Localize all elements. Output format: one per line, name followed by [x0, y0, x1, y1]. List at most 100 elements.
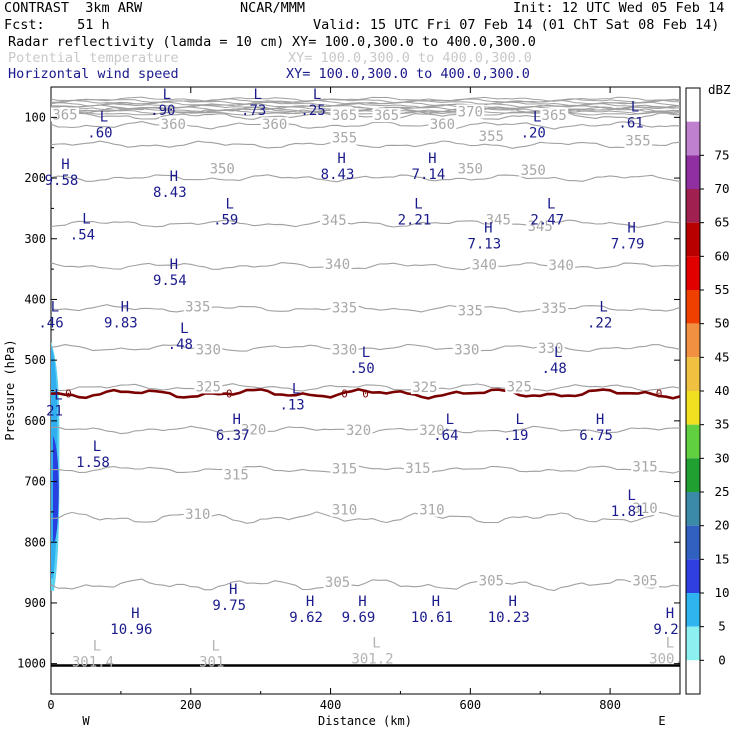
- colorbar-swatch: [686, 559, 700, 593]
- wind-extremum-value: 2.47: [530, 212, 564, 228]
- wind-extremum-value: 9.54: [153, 273, 187, 289]
- theta-label: 345: [321, 213, 346, 229]
- wind-low-marker: L: [93, 439, 101, 455]
- field3-xy: XY= 100.0,300.0 to 400.0,300.0: [286, 66, 530, 82]
- y-tick-label-900: 900: [24, 596, 46, 610]
- wind-extremum-value: 1.58: [76, 455, 110, 471]
- wind-extremum-value: .50: [349, 361, 374, 377]
- theta-label-bg: [417, 502, 446, 517]
- theta-label-bg: [372, 108, 401, 123]
- theta-contour-upper: [51, 101, 680, 107]
- colorbar-swatch: [686, 525, 700, 560]
- wind-low-marker: L: [313, 87, 321, 103]
- wind-high-marker: H: [428, 151, 436, 167]
- theta-label: 320: [419, 423, 444, 439]
- colorbar-label-50: 50: [714, 316, 729, 331]
- wind-low-marker: L: [554, 345, 562, 361]
- reflectivity-column: [51, 341, 60, 591]
- theta-label-bg: [323, 574, 352, 589]
- wind-extremum-value: .48: [168, 337, 193, 353]
- theta-label: 340: [472, 257, 497, 273]
- wind-extremum-value: .54: [70, 228, 95, 244]
- theta-contour-345: [51, 219, 680, 228]
- colorbar-swatch: [686, 492, 700, 526]
- theta-label-bg: [183, 299, 212, 314]
- x-tick-label-800: 800: [599, 698, 621, 712]
- wind-extremum-value: 9.58: [45, 173, 79, 189]
- theta-contour-310: [51, 511, 680, 524]
- theta-label-bg: [456, 104, 485, 119]
- theta-low-marker: L: [666, 636, 674, 652]
- theta-contour-305: [51, 578, 680, 592]
- forecast-hour: Fcst: 51 h: [4, 17, 110, 33]
- colorbar-swatch: [686, 458, 700, 492]
- wind-extremum-value: 10.23: [488, 610, 530, 626]
- wind-low-marker: L: [599, 300, 607, 316]
- theta-label-bg: [631, 573, 660, 588]
- wind-low-marker: L: [627, 488, 635, 504]
- theta-label: 315: [632, 460, 657, 476]
- freezing-level-label: 0: [65, 388, 72, 401]
- colorbar-label-10: 10: [714, 585, 729, 600]
- colorbar-swatch: [686, 155, 700, 189]
- wind-high-marker: H: [306, 594, 314, 610]
- wind-extremum-value: 9.69: [342, 610, 376, 626]
- colorbar-label-70: 70: [714, 181, 729, 196]
- theta-label-bg: [505, 379, 534, 394]
- wind-low-marker: L: [414, 196, 422, 212]
- theta-label: 305: [325, 575, 350, 591]
- freezing-level-label: 0: [656, 388, 663, 401]
- wind-high-marker: H: [509, 594, 517, 610]
- theta-label: 335: [185, 299, 210, 315]
- colorbar-swatch: [686, 88, 700, 122]
- wind-high-marker: H: [358, 594, 366, 610]
- theta-label: 315: [224, 467, 249, 483]
- colorbar-swatch: [686, 357, 700, 391]
- theta-label: 355: [332, 131, 357, 147]
- theta-label: 350: [521, 163, 546, 179]
- theta-extremum-value: 300.: [649, 652, 683, 668]
- y-axis-title: Pressure (hPa): [3, 339, 17, 440]
- theta-label-bg: [484, 212, 513, 227]
- colorbar-label-35: 35: [714, 417, 729, 432]
- y-tick-label-200: 200: [24, 171, 46, 185]
- colorbar-label-15: 15: [714, 551, 729, 566]
- theta-label: 325: [196, 379, 221, 395]
- theta-label-bg: [536, 341, 565, 356]
- west-label: W: [82, 714, 90, 728]
- wind-low-marker: L: [362, 345, 370, 361]
- theta-contour-340: [51, 262, 680, 271]
- theta-label-bg: [624, 133, 653, 148]
- y-tick-label-500: 500: [24, 353, 46, 367]
- wind-extremum-value: 9.2: [653, 622, 678, 638]
- theta-label-bg: [631, 500, 660, 515]
- wind-extremum-value: 9.62: [289, 610, 323, 626]
- wind-high-marker: H: [627, 221, 635, 237]
- theta-label-bg: [526, 219, 555, 234]
- theta-label-bg: [159, 117, 188, 132]
- theta-label: 370: [458, 104, 483, 120]
- colorbar: 0 5 10 15 20 25 30 35 40 45 50 55 60 65 70 75: [685, 87, 730, 695]
- theta-label-bg: [519, 162, 548, 177]
- theta-label: 345: [486, 213, 511, 229]
- wind-high-marker: H: [61, 157, 69, 173]
- wind-extremum-value: .64: [433, 428, 458, 444]
- theta-label: 345: [528, 219, 553, 235]
- theta-label-bg: [403, 460, 432, 475]
- theta-label-bg: [428, 117, 457, 132]
- wind-extremum-value: .73: [241, 103, 266, 119]
- theta-label-bg: [239, 422, 268, 437]
- wind-extremum-value: 9.83: [104, 316, 138, 332]
- theta-label-bg: [330, 108, 359, 123]
- theta-label: 335: [458, 304, 483, 320]
- freezing-level: [51, 387, 680, 400]
- valid-time: Valid: 15 UTC Fri 07 Feb 14 (01 ChT Sat …: [313, 17, 720, 33]
- theta-label-bg: [323, 256, 352, 271]
- theta-label: 320: [241, 423, 266, 439]
- theta-label: 365: [374, 108, 399, 124]
- colorbar-swatch: [686, 323, 700, 358]
- y-tick-label-100: 100: [24, 110, 46, 124]
- theta-label: 310: [419, 503, 444, 519]
- colorbar-swatch: [686, 391, 700, 425]
- theta-label-bg: [540, 108, 569, 123]
